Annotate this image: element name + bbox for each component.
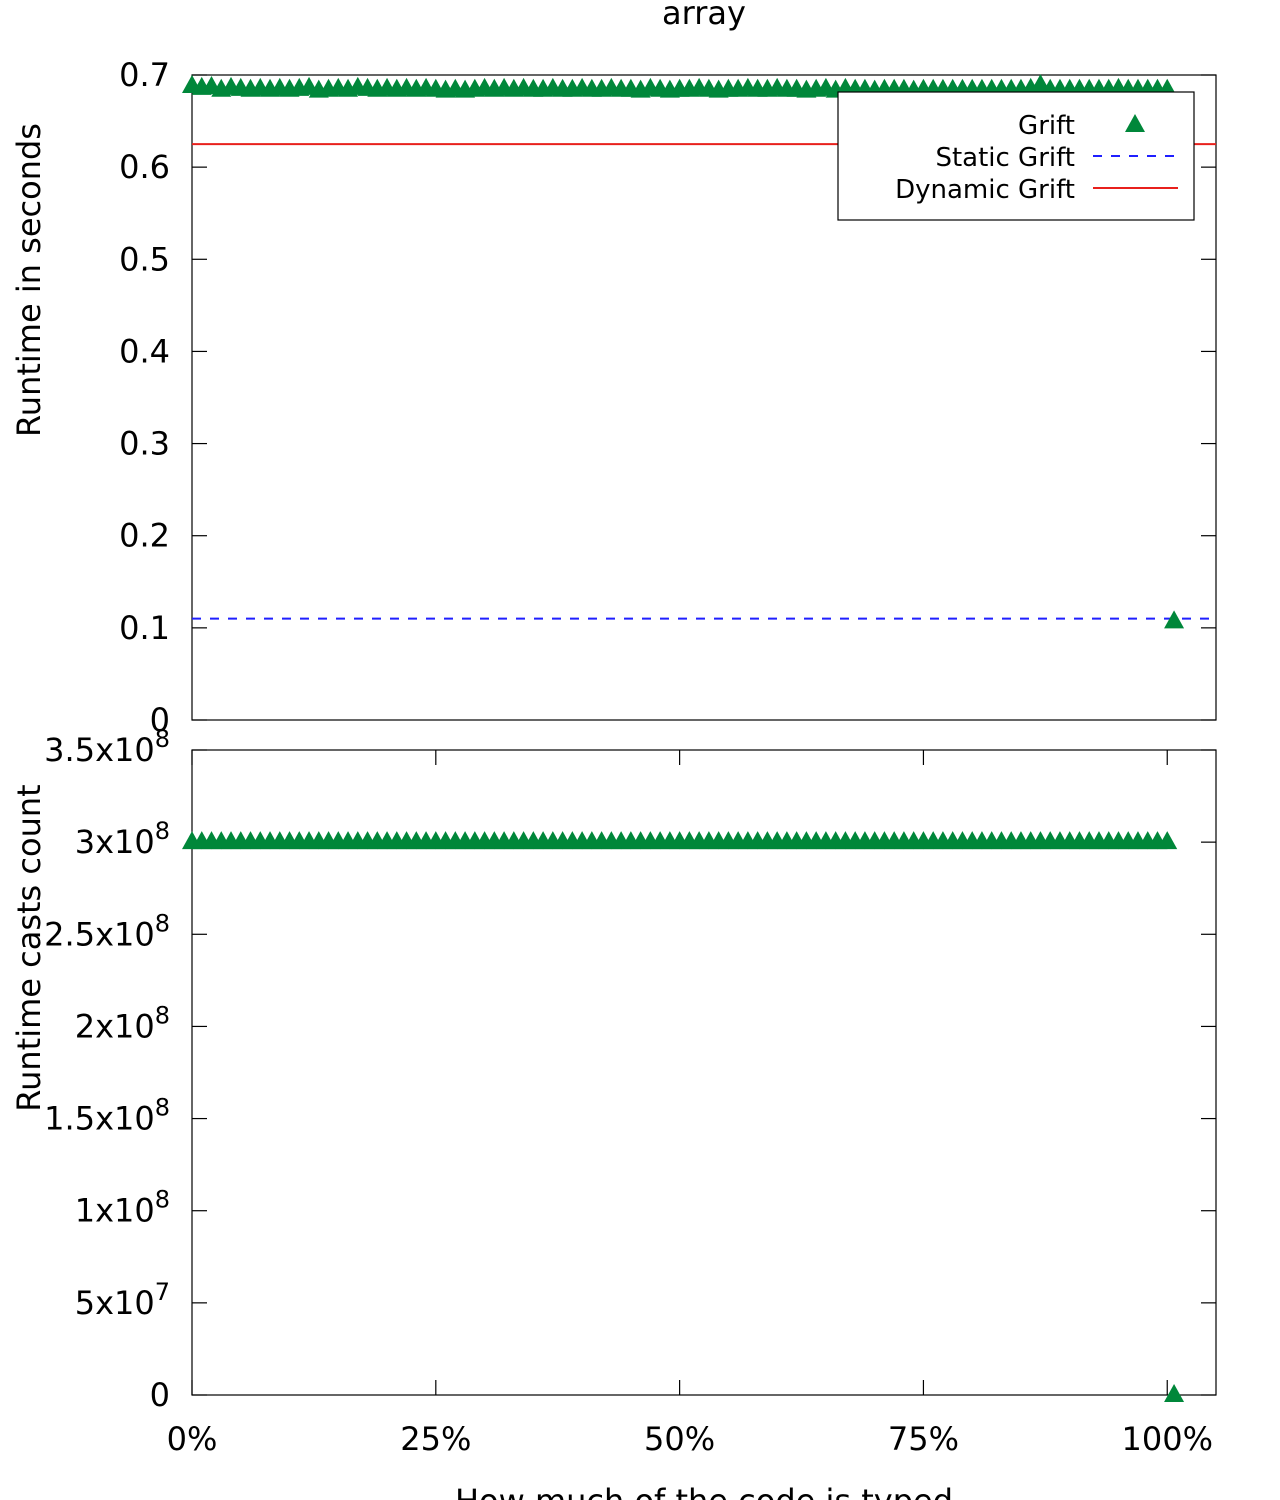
casts-panel: 0 5x107 1x108 1.5x108 2x108 2.5x108 3x108 3.5x1… xyxy=(10,725,1217,1500)
casts-y-axis: 0 5x107 1x108 1.5x108 2x108 2.5x108 3x108 3.5x1… xyxy=(44,725,1216,1414)
grift-point xyxy=(1164,610,1185,629)
y-tick-label: 0 xyxy=(150,1376,170,1414)
runtime-y-axis-label: Runtime in seconds xyxy=(10,123,48,437)
y-tick-label: 0.7 xyxy=(119,56,170,94)
casts-x-axis: 0% 25% 50% 75% 100% xyxy=(167,750,1213,1458)
x-tick-label: 25% xyxy=(400,1420,471,1458)
legend-label-static-grift: Static Grift xyxy=(935,143,1075,173)
legend: Grift Static Grift Dynamic Grift xyxy=(837,91,1195,221)
runtime-plot-frame xyxy=(191,74,1217,721)
y-tick-label: 0.2 xyxy=(119,517,170,555)
x-axis-label: How much of the code is typed xyxy=(455,1482,953,1500)
y-tick-label: 0.3 xyxy=(119,425,170,463)
runtime-panel: 0 0.1 0.2 0.3 0.4 0.5 0.6 0.7 Runtime in second… xyxy=(10,56,1217,739)
y-tick-label: 0.1 xyxy=(119,609,170,647)
y-tick-label: 2.5x108 xyxy=(44,909,170,953)
legend-label-grift: Grift xyxy=(1018,111,1075,141)
x-tick-label: 75% xyxy=(888,1420,959,1458)
y-tick-label: 1x108 xyxy=(75,1186,170,1230)
y-tick-label: 3.5x108 xyxy=(44,725,170,769)
x-tick-label: 50% xyxy=(644,1420,715,1458)
grift-point xyxy=(1164,1384,1185,1402)
y-tick-label: 3x108 xyxy=(75,817,170,861)
y-tick-label: 1.5x108 xyxy=(44,1094,170,1138)
legend-box xyxy=(837,91,1195,221)
chart-title: array xyxy=(662,0,746,32)
y-tick-label: 0.4 xyxy=(119,332,170,370)
casts-y-axis-label: Runtime casts count xyxy=(10,784,48,1111)
casts-plot-frame xyxy=(191,749,1217,1396)
legend-label-dynamic-grift: Dynamic Grift xyxy=(895,175,1075,205)
grift-point xyxy=(1157,831,1178,850)
casts-grift-points xyxy=(182,831,1185,1402)
y-tick-label: 0.6 xyxy=(119,148,170,186)
y-tick-label: 2x108 xyxy=(75,1001,170,1045)
x-tick-label: 0% xyxy=(167,1420,218,1458)
x-tick-label: 100% xyxy=(1121,1420,1212,1458)
y-tick-label: 0 xyxy=(150,701,170,739)
runtime-y-axis: 0 0.1 0.2 0.3 0.4 0.5 0.6 0.7 xyxy=(119,56,1216,739)
y-tick-label: 5x107 xyxy=(75,1278,170,1322)
legend-triangle-icon xyxy=(1125,114,1145,132)
y-tick-label: 0.5 xyxy=(119,240,170,278)
